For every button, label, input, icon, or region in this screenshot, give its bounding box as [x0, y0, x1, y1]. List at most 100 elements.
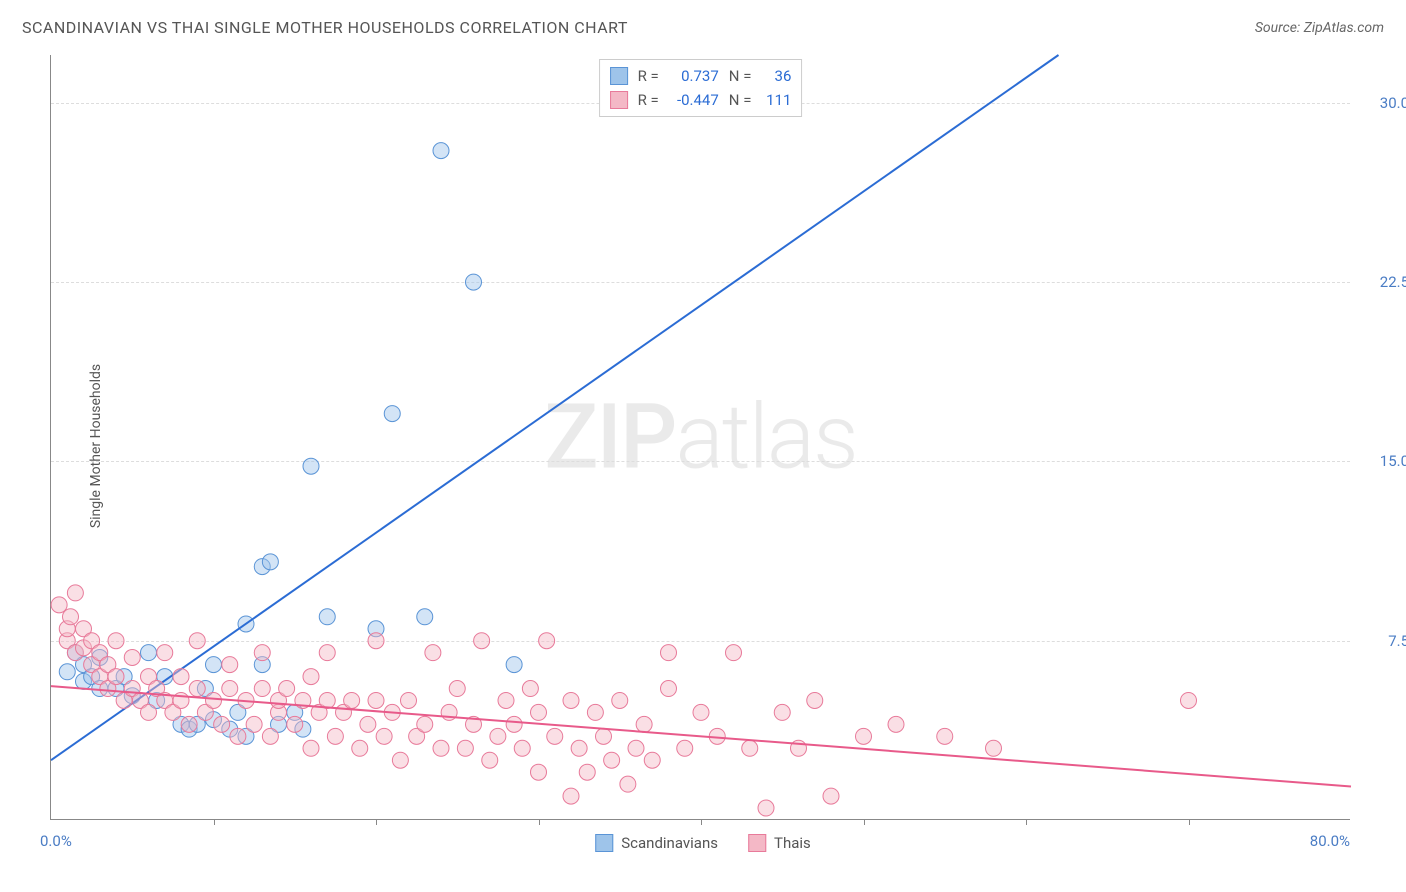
- scatter-point: [254, 645, 270, 661]
- scatter-point: [1181, 692, 1197, 708]
- n-label: N =: [729, 88, 752, 112]
- scatter-point: [344, 692, 360, 708]
- scatter-point: [506, 716, 522, 732]
- source-label: Source: ZipAtlas.com: [1255, 20, 1384, 36]
- scatter-point: [547, 728, 563, 744]
- x-tick: [1026, 819, 1027, 825]
- scatter-point: [531, 704, 547, 720]
- scatter-point: [279, 681, 295, 697]
- scatter-point: [986, 740, 1002, 756]
- scatter-point: [425, 645, 441, 661]
- correlation-legend: R =0.737N =36R =-0.447N =111: [599, 59, 803, 117]
- scatter-point: [539, 633, 555, 649]
- scatter-point: [571, 740, 587, 756]
- scatter-point: [482, 752, 498, 768]
- x-tick: [376, 819, 377, 825]
- legend-stat-row: R = -0.447 N = 111: [610, 88, 792, 112]
- scatter-point: [563, 788, 579, 804]
- x-tick: [539, 819, 540, 825]
- scatter-point: [888, 716, 904, 732]
- scatter-point: [433, 143, 449, 159]
- r-value: 0.737: [669, 64, 719, 88]
- chart-container: SCANDINAVIAN VS THAI SINGLE MOTHER HOUSE…: [0, 0, 1406, 892]
- scatter-point: [319, 609, 335, 625]
- scatter-point: [417, 609, 433, 625]
- scatter-point: [401, 692, 417, 708]
- scatter-point: [807, 692, 823, 708]
- scatter-point: [823, 788, 839, 804]
- scatter-point: [636, 716, 652, 732]
- r-label: R =: [638, 88, 659, 112]
- scatter-point: [457, 740, 473, 756]
- scatter-point: [360, 716, 376, 732]
- scatter-point: [181, 716, 197, 732]
- legend-series-label: Scandinavians: [621, 834, 718, 852]
- scatter-point: [856, 728, 872, 744]
- legend-series-label: Thais: [774, 834, 811, 852]
- scatter-point: [287, 716, 303, 732]
- n-label: N =: [729, 64, 752, 88]
- scatter-point: [726, 645, 742, 661]
- scatter-point: [222, 681, 238, 697]
- scatter-point: [141, 645, 157, 661]
- scatter-point: [376, 728, 392, 744]
- y-tick-label: 22.5%: [1360, 273, 1406, 291]
- scatter-point: [206, 692, 222, 708]
- scatter-point: [466, 274, 482, 290]
- scatter-point: [498, 692, 514, 708]
- scatter-point: [531, 764, 547, 780]
- n-value: 111: [761, 88, 791, 112]
- scatter-point: [449, 681, 465, 697]
- scatter-point: [628, 740, 644, 756]
- scatter-point: [303, 740, 319, 756]
- legend-series-item: Scandinavians: [595, 834, 718, 852]
- scatter-point: [604, 752, 620, 768]
- scatter-point: [189, 681, 205, 697]
- scatter-point: [124, 649, 140, 665]
- scatter-point: [303, 669, 319, 685]
- scatter-point: [758, 800, 774, 816]
- scatter-point: [392, 752, 408, 768]
- trend-line: [51, 55, 1059, 760]
- x-tick: [1189, 819, 1190, 825]
- legend-stat-row: R =0.737N =36: [610, 64, 792, 88]
- scatter-point: [173, 669, 189, 685]
- scatter-point: [677, 740, 693, 756]
- scatter-point: [368, 692, 384, 708]
- title-bar: SCANDINAVIAN VS THAI SINGLE MOTHER HOUSE…: [22, 18, 1384, 37]
- r-value: -0.447: [669, 88, 719, 112]
- scatter-point: [59, 664, 75, 680]
- scatter-point: [612, 692, 628, 708]
- scatter-point: [620, 776, 636, 792]
- scatter-svg: [51, 55, 1350, 819]
- legend-swatch: [610, 91, 628, 109]
- scatter-point: [514, 740, 530, 756]
- scatter-point: [384, 406, 400, 422]
- scatter-point: [222, 657, 238, 673]
- legend-swatch: [610, 67, 628, 85]
- scatter-point: [157, 645, 173, 661]
- x-tick: [701, 819, 702, 825]
- scatter-point: [661, 681, 677, 697]
- legend-series-item: Thais: [748, 834, 811, 852]
- scatter-point: [189, 633, 205, 649]
- scatter-point: [262, 554, 278, 570]
- scatter-point: [579, 764, 595, 780]
- x-max-label: 80.0%: [1310, 832, 1350, 850]
- scatter-point: [774, 704, 790, 720]
- scatter-point: [262, 728, 278, 744]
- scatter-point: [490, 728, 506, 744]
- plot-area: ZIPatlas 7.5%15.0%22.5%30.0% R =0.737N =…: [50, 55, 1350, 820]
- scatter-point: [693, 704, 709, 720]
- scatter-point: [303, 458, 319, 474]
- scatter-point: [474, 633, 490, 649]
- scatter-point: [319, 645, 335, 661]
- scatter-point: [254, 681, 270, 697]
- scatter-point: [67, 585, 83, 601]
- x-tick: [864, 819, 865, 825]
- scatter-point: [141, 704, 157, 720]
- scatter-point: [644, 752, 660, 768]
- scatter-point: [596, 728, 612, 744]
- scatter-point: [206, 657, 222, 673]
- scatter-point: [352, 740, 368, 756]
